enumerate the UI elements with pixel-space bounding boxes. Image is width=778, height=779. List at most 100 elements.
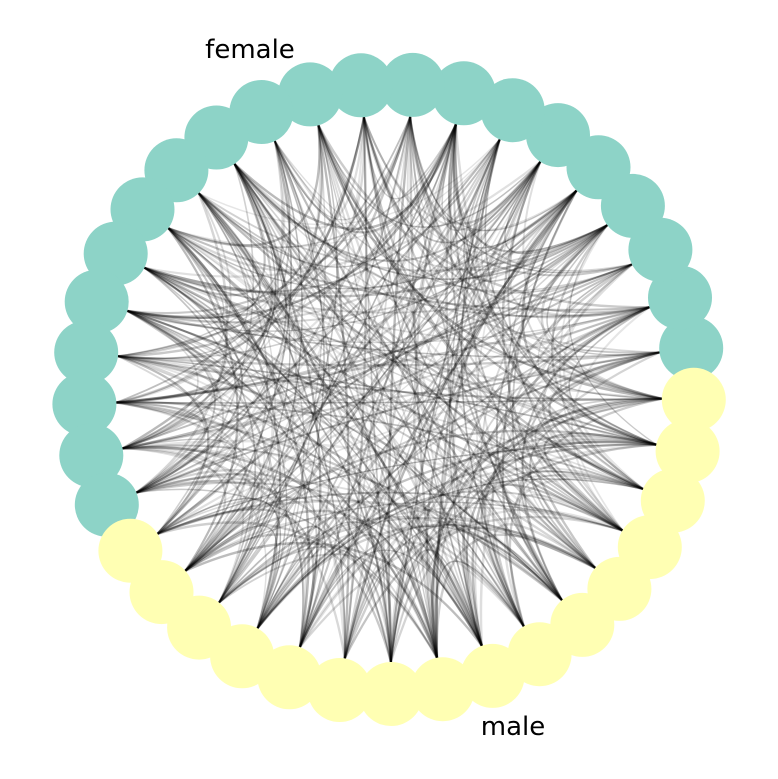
edge bbox=[117, 163, 279, 360]
edge bbox=[122, 439, 624, 532]
edge bbox=[543, 432, 657, 532]
edge bbox=[117, 192, 249, 360]
edge bbox=[144, 224, 608, 298]
edge bbox=[550, 224, 644, 490]
edge bbox=[452, 124, 608, 253]
edge bbox=[317, 125, 541, 228]
edge bbox=[274, 140, 633, 292]
edge bbox=[122, 438, 238, 535]
edge bbox=[127, 190, 577, 332]
node-female bbox=[659, 316, 724, 381]
edge bbox=[126, 310, 438, 659]
edge bbox=[409, 116, 633, 274]
edge bbox=[548, 351, 660, 491]
edge bbox=[135, 116, 412, 494]
edge bbox=[127, 310, 318, 648]
edge bbox=[299, 161, 541, 648]
node-male bbox=[661, 367, 726, 432]
edge bbox=[157, 497, 282, 629]
edge bbox=[167, 227, 644, 491]
edge bbox=[184, 525, 278, 629]
edge bbox=[521, 306, 650, 601]
edge bbox=[409, 116, 439, 658]
edge bbox=[298, 397, 662, 648]
edge bbox=[317, 125, 438, 658]
edge bbox=[136, 472, 260, 572]
edge bbox=[343, 541, 483, 659]
edge bbox=[256, 189, 578, 629]
edge bbox=[343, 466, 644, 659]
edge bbox=[452, 124, 633, 272]
edge bbox=[136, 475, 307, 648]
edge bbox=[143, 266, 662, 400]
edge bbox=[136, 224, 608, 494]
edge bbox=[218, 139, 501, 604]
edge bbox=[117, 355, 657, 446]
edge bbox=[143, 163, 266, 297]
node-female bbox=[52, 372, 117, 437]
edge bbox=[116, 192, 232, 404]
edge bbox=[116, 401, 563, 602]
edge bbox=[144, 267, 596, 569]
edge bbox=[157, 351, 660, 535]
edge bbox=[122, 444, 525, 628]
edge bbox=[273, 140, 563, 601]
group-label-male: male bbox=[481, 712, 545, 742]
edge bbox=[409, 116, 608, 265]
edge bbox=[503, 477, 644, 627]
edge bbox=[135, 124, 458, 494]
edge bbox=[537, 263, 657, 446]
edge bbox=[116, 263, 633, 404]
edge bbox=[233, 163, 657, 446]
edge bbox=[256, 125, 326, 629]
edge bbox=[434, 560, 525, 658]
edge bbox=[116, 309, 237, 404]
edge bbox=[122, 446, 439, 659]
edge bbox=[143, 267, 273, 572]
edge bbox=[167, 117, 366, 272]
edge bbox=[363, 116, 542, 244]
edge bbox=[568, 306, 657, 446]
edge bbox=[167, 125, 321, 247]
edge bbox=[116, 401, 207, 494]
edge bbox=[454, 124, 624, 532]
edge bbox=[144, 267, 657, 446]
edge bbox=[136, 351, 660, 494]
edge bbox=[390, 470, 644, 663]
edge bbox=[409, 116, 660, 354]
edge bbox=[256, 443, 657, 630]
edge-layer bbox=[115, 116, 663, 663]
edge bbox=[256, 351, 660, 629]
edge bbox=[218, 163, 298, 604]
edge bbox=[167, 227, 597, 569]
edge bbox=[519, 470, 644, 569]
edge bbox=[362, 116, 633, 277]
edge bbox=[273, 123, 457, 234]
edge bbox=[495, 224, 608, 601]
edge bbox=[122, 444, 563, 601]
edge bbox=[516, 493, 624, 601]
edge bbox=[122, 351, 660, 450]
edge bbox=[413, 123, 458, 658]
node-female bbox=[83, 221, 148, 286]
edge bbox=[521, 189, 657, 446]
node-female bbox=[64, 269, 129, 334]
node-male bbox=[257, 645, 322, 710]
edge bbox=[184, 139, 501, 572]
edge bbox=[127, 224, 608, 324]
edge bbox=[256, 531, 483, 647]
edge bbox=[126, 310, 216, 494]
edge bbox=[344, 525, 525, 659]
edge bbox=[122, 163, 277, 450]
node-female bbox=[480, 78, 545, 143]
edge bbox=[509, 189, 650, 317]
edge bbox=[363, 117, 483, 647]
edge bbox=[562, 263, 644, 490]
edge bbox=[117, 117, 365, 357]
edge bbox=[534, 397, 662, 532]
edge bbox=[167, 227, 650, 311]
edge bbox=[501, 161, 597, 569]
edge bbox=[157, 521, 439, 659]
edge bbox=[546, 306, 662, 400]
